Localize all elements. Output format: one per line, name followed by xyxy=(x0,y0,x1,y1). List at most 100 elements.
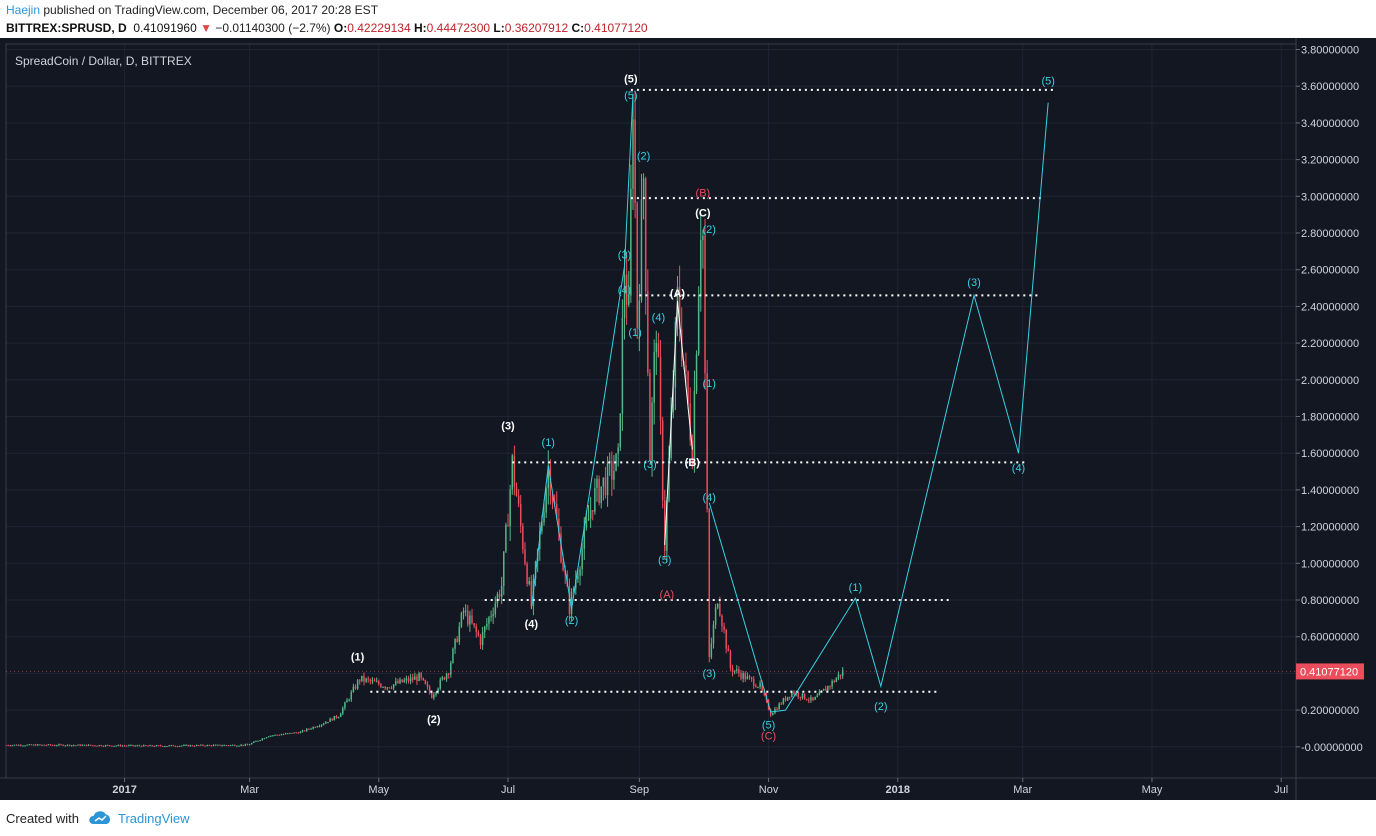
candle-body xyxy=(149,745,151,747)
wave-label: (2) xyxy=(637,151,650,163)
candle-body xyxy=(725,629,727,649)
candle-body xyxy=(130,744,132,746)
wave-label: (1) xyxy=(703,378,716,390)
candle-body xyxy=(505,524,507,552)
last-value: 0.41091960 xyxy=(133,21,197,35)
candle-body xyxy=(486,623,488,627)
candle-body xyxy=(140,745,143,747)
wave-label: (1) xyxy=(542,437,555,449)
candle-body xyxy=(214,744,217,746)
candle-body xyxy=(206,745,208,747)
candle-body xyxy=(45,745,47,747)
candle-body xyxy=(75,745,77,747)
candle-body xyxy=(399,679,401,684)
candle-body xyxy=(34,744,37,746)
candle-body xyxy=(409,677,412,682)
wave-label: (3) xyxy=(643,459,656,471)
candle-body xyxy=(471,615,473,624)
low-value: 0.36207912 xyxy=(504,21,569,35)
candle-body xyxy=(32,744,35,746)
candle-body xyxy=(780,703,783,705)
candle-body xyxy=(66,744,69,746)
candle-body xyxy=(47,744,50,746)
price-tick-label: 2.80000000 xyxy=(1301,228,1359,240)
candle-body xyxy=(666,500,668,551)
candle-body xyxy=(818,691,821,696)
chart-area[interactable]: (5) (5) (2) (3) (4) (1) (4) (A) (B) (C) (2) (1) (3) (… xyxy=(0,38,1376,800)
candle-body xyxy=(464,610,467,612)
time-axis[interactable]: 2017 Mar May Jul Sep Nov 2018 Mar May Jul xyxy=(112,778,1288,796)
candle-body xyxy=(517,495,520,504)
candle-body xyxy=(15,744,18,746)
wave-label: (4) xyxy=(1012,463,1025,475)
candle-body xyxy=(121,745,124,747)
candle-body xyxy=(17,744,20,746)
candle-body xyxy=(64,745,67,747)
candle-body xyxy=(181,745,183,747)
candle-body xyxy=(73,745,75,747)
candle-body xyxy=(280,734,283,736)
last-price-box xyxy=(1296,663,1364,680)
candle-body xyxy=(814,697,816,700)
candle-body xyxy=(428,686,431,693)
price-axis[interactable]: 3.80000000 3.60000000 3.40000000 3.20000000… xyxy=(1296,45,1363,754)
candle-body xyxy=(752,679,755,687)
candle-body xyxy=(166,746,168,748)
candle-body xyxy=(695,354,698,392)
candle-body xyxy=(714,607,717,625)
candle-body xyxy=(600,486,602,504)
candle-body xyxy=(797,692,799,697)
chart-title: SpreadCoin / Dollar, D, BITTREX xyxy=(15,54,192,68)
last-price-value: 0.41077120 xyxy=(1300,666,1358,678)
low-label: L: xyxy=(493,21,505,35)
candle-body xyxy=(672,387,674,413)
candle-body xyxy=(94,745,96,747)
price-chart[interactable]: (5) (5) (2) (3) (4) (1) (4) (A) (B) (C) (2) (1) (3) (… xyxy=(0,38,1376,800)
time-tick-label: Sep xyxy=(630,784,650,796)
price-tick-label: 3.60000000 xyxy=(1301,81,1359,93)
candle-body xyxy=(778,703,780,710)
candle-body xyxy=(500,585,503,597)
wave-label: (2) xyxy=(565,615,578,627)
candle-body xyxy=(492,614,494,617)
candle-body xyxy=(147,745,149,747)
candle-body xyxy=(62,744,64,746)
candle-body xyxy=(231,744,234,746)
candle-body xyxy=(20,744,22,746)
candle-body xyxy=(589,510,592,519)
candle-body xyxy=(475,625,477,632)
wave-label: (4) xyxy=(618,285,631,297)
candle-body xyxy=(246,744,249,746)
candle-body xyxy=(83,744,86,746)
candle-body xyxy=(477,631,480,636)
candle-body xyxy=(212,744,215,746)
candle-body xyxy=(276,734,278,736)
candle-body xyxy=(13,744,16,746)
candle-body xyxy=(414,676,416,680)
candle-body xyxy=(649,372,651,461)
candle-body xyxy=(479,635,482,645)
tradingview-link[interactable]: TradingView xyxy=(118,811,190,826)
candle-body xyxy=(585,520,588,528)
wave-label: (5) xyxy=(624,90,637,102)
author-link[interactable]: Haejin xyxy=(6,3,41,17)
candle-body xyxy=(123,745,126,747)
candle-body xyxy=(511,455,513,490)
candle-body xyxy=(668,458,670,501)
candle-body xyxy=(424,679,427,685)
candle-body xyxy=(755,686,757,688)
candle-body xyxy=(41,744,43,746)
created-with-text: Created with xyxy=(6,811,79,826)
candle-body xyxy=(361,675,363,681)
candle-body xyxy=(168,745,170,747)
time-tick-label: May xyxy=(368,784,389,796)
candle-body xyxy=(416,676,418,682)
candle-body xyxy=(583,527,586,549)
candle-body xyxy=(708,509,710,658)
candle-body xyxy=(286,733,289,735)
candle-body xyxy=(697,294,700,355)
candle-body xyxy=(651,402,653,461)
candle-body xyxy=(312,726,314,729)
candle-body xyxy=(111,745,113,747)
candle-body xyxy=(691,440,694,467)
